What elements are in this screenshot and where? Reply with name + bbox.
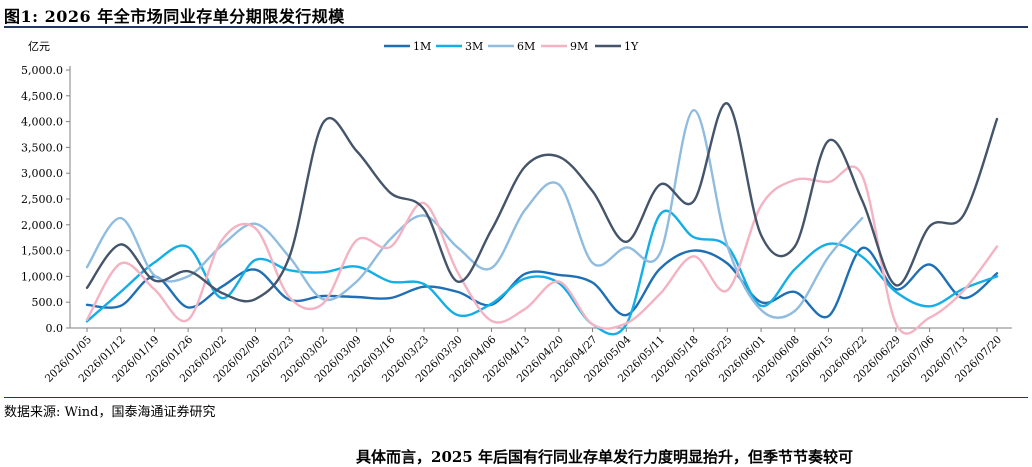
legend-label-1m: 1M: [413, 40, 431, 53]
series-line-3m: [85, 209, 999, 336]
figure-title: 图1: 2026 年全市场同业存单分期限发行规模: [4, 7, 345, 26]
series-line-1m: [85, 246, 999, 319]
y-tick-label: 4,000.0: [21, 116, 63, 129]
y-axis: 0.0 500.0 1,000.0 1,500.0 2,000.0 2,500.0 3,00…: [21, 64, 71, 335]
series-layer: [85, 102, 999, 336]
legend-label-1y: 1Y: [624, 40, 639, 53]
y-tick-label: 0.0: [46, 322, 64, 335]
y-tick-label: 3,500.0: [21, 141, 63, 154]
chart-container: 0.0 500.0 1,000.0 1,500.0 2,000.0 2,500.0 3,00…: [0, 30, 1032, 395]
body-text-fragment: 具体而言，2025 年后国有行同业存单发行力度明显抬升，但季节节奏较可: [356, 448, 853, 466]
source-note: 数据来源: Wind，国泰海通证券研究: [4, 405, 216, 420]
y-tick-label: 2,000.0: [21, 219, 63, 232]
y-tick-label: 4,500.0: [21, 90, 63, 103]
series-line-1y: [85, 102, 999, 303]
legend-label-3m: 3M: [465, 40, 483, 53]
x-axis: 2026/01/052026/01/122026/01/192026/01/26…: [43, 327, 1012, 385]
y-tick-label: 500.0: [32, 296, 64, 309]
source-rule: [4, 397, 1028, 398]
line-chart: 0.0 500.0 1,000.0 1,500.0 2,000.0 2,500.0 3,00…: [21, 40, 1012, 385]
y-tick-label: 3,000.0: [21, 167, 63, 180]
legend-label-6m: 6M: [517, 40, 535, 53]
series-line-9m: [85, 165, 999, 335]
y-tick-label: 1,500.0: [21, 245, 63, 258]
y-axis-unit-label: 亿元: [28, 40, 50, 53]
y-tick-label: 1,000.0: [21, 270, 63, 283]
legend-label-9m: 9M: [570, 40, 588, 53]
y-tick-label: 5,000.0: [21, 64, 63, 77]
y-tick-label: 2,500.0: [21, 193, 63, 206]
title-rule: [4, 26, 1028, 28]
legend: 1M 3M 6M 9M 1Y: [384, 40, 639, 53]
series-line-6m: [85, 109, 864, 320]
